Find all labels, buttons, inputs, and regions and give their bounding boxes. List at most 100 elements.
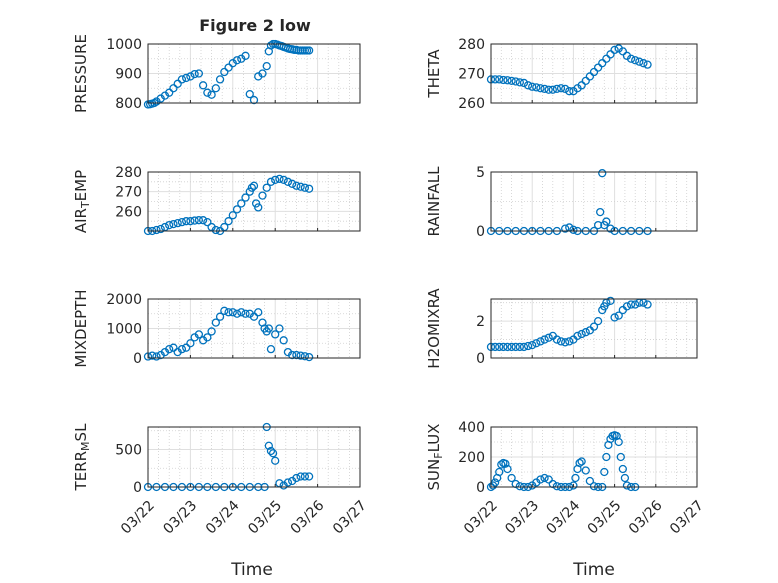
- data-point: [182, 73, 191, 83]
- data-point: [262, 183, 271, 192]
- data-point: [552, 84, 562, 93]
- data-point: [569, 481, 578, 490]
- y-tick-label: 5: [476, 165, 485, 181]
- data-point: [596, 207, 605, 217]
- data-point: [271, 175, 280, 185]
- data-point: [602, 452, 611, 462]
- data-point: [232, 56, 242, 65]
- data-point: [618, 464, 627, 474]
- data-point: [544, 85, 553, 94]
- data-point: [300, 472, 310, 481]
- data-point: [556, 84, 566, 93]
- data-point: [532, 83, 541, 92]
- data-point: [283, 177, 293, 186]
- y-tick-label: 1000: [106, 322, 142, 338]
- x-tick-label: 03/22: [461, 498, 501, 538]
- data-point: [561, 84, 570, 93]
- data-point: [165, 344, 174, 354]
- data-point: [247, 183, 257, 192]
- data-point: [300, 183, 310, 192]
- x-tick-label: 03/24: [543, 498, 583, 538]
- data-point: [169, 219, 178, 229]
- y-tick-label: 400: [458, 420, 485, 436]
- y-tick-label: 0: [133, 351, 142, 367]
- data-point: [186, 217, 195, 226]
- data-point: [215, 312, 225, 321]
- data-point: [528, 82, 537, 91]
- data-point: [523, 81, 533, 90]
- y-tick-label: 500: [115, 443, 142, 459]
- data-point: [610, 313, 619, 322]
- data-point: [245, 187, 254, 196]
- data-point: [626, 54, 636, 63]
- data-point: [152, 225, 161, 235]
- data-point: [241, 193, 250, 202]
- data-point: [528, 340, 537, 350]
- data-point: [598, 169, 607, 178]
- data-point: [264, 324, 273, 333]
- data-point: [292, 350, 301, 360]
- data-point: [503, 464, 512, 474]
- x-tick-label: 03/27: [667, 498, 707, 538]
- data-point: [165, 220, 174, 230]
- data-point: [490, 342, 500, 352]
- data-point: [173, 218, 182, 228]
- x-tick-label: 03/27: [330, 498, 370, 538]
- data-point: [254, 203, 263, 212]
- data-point: [602, 54, 611, 63]
- data-point: [203, 217, 212, 227]
- data-point: [268, 449, 278, 458]
- data-point: [499, 342, 508, 352]
- data-point: [577, 457, 586, 466]
- data-point: [495, 467, 504, 477]
- data-point: [515, 342, 524, 352]
- x-tick-label: 03/26: [626, 498, 666, 538]
- data-point: [573, 331, 582, 341]
- data-point: [228, 308, 237, 317]
- data-point: [198, 216, 208, 225]
- data-point: [536, 337, 545, 346]
- data-point: [606, 296, 615, 305]
- data-point: [156, 224, 165, 234]
- data-point: [211, 225, 220, 235]
- data-point: [610, 45, 619, 55]
- data-point: [177, 344, 187, 354]
- data-point: [275, 174, 284, 184]
- data-point: [224, 308, 233, 317]
- data-point: [304, 472, 314, 481]
- data-point: [254, 308, 263, 317]
- data-point: [501, 459, 510, 468]
- data-point: [631, 56, 640, 65]
- axes-box: [490, 43, 698, 104]
- x-tick-label: 03/23: [502, 498, 542, 538]
- data-point: [577, 329, 586, 339]
- data-point: [497, 460, 506, 469]
- y-axis-label: SUNFLUX: [425, 424, 445, 491]
- data-point: [519, 342, 529, 352]
- data-point: [249, 181, 259, 190]
- axes-box: [147, 43, 361, 104]
- data-point: [618, 47, 627, 56]
- y-tick-label: 260: [458, 96, 485, 112]
- y-axis-label: PRESSURE: [72, 34, 90, 113]
- data-point: [626, 300, 636, 309]
- data-point: [182, 343, 191, 352]
- x-tick-label: 03/24: [203, 498, 243, 538]
- data-point: [300, 352, 310, 361]
- y-tick-label: 270: [458, 67, 485, 83]
- data-point: [173, 79, 182, 88]
- data-point: [237, 199, 246, 208]
- data-point: [190, 216, 199, 225]
- y-tick-label: 0: [133, 480, 142, 496]
- data-point: [606, 224, 615, 233]
- data-point: [614, 311, 623, 320]
- y-tick-label: 280: [458, 37, 485, 53]
- data-point: [552, 335, 562, 344]
- data-point: [249, 312, 259, 321]
- y-tick-label: 1000: [106, 37, 142, 53]
- data-point: [194, 69, 204, 78]
- data-point: [203, 88, 212, 97]
- data-point: [271, 456, 280, 465]
- data-point: [536, 84, 545, 93]
- data-point: [220, 306, 229, 315]
